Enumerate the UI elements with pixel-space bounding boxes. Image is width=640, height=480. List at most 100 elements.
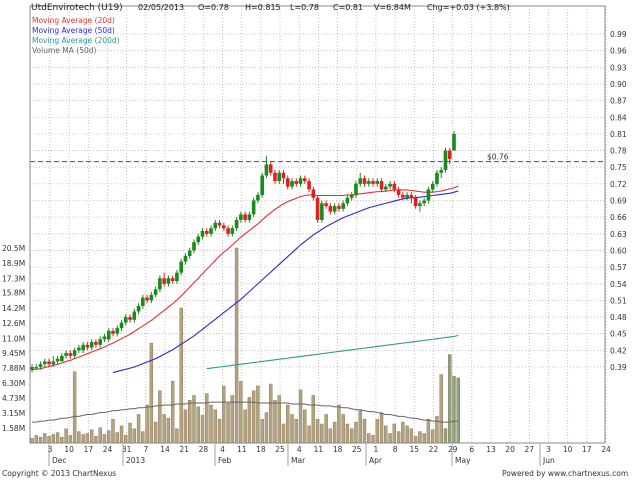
candle-up (422, 197, 426, 207)
volume-tick-label: 17.3M (2, 274, 25, 283)
volume-tick-label: 1.58M (2, 424, 25, 433)
candle-body (362, 178, 367, 184)
volume-tick-label: 9.45M (2, 349, 25, 358)
date-tick-label: 28 (199, 445, 209, 454)
chart-header: UtdEnvirotech (U19) 02/05/2013 O=0.78 H=… (31, 3, 510, 13)
moving-average-lines (31, 185, 459, 374)
volume-bar (392, 423, 397, 444)
candle-body (256, 194, 260, 201)
open-value: O=0.78 (198, 3, 229, 12)
volume-bar (443, 428, 448, 444)
volume-bar (183, 409, 188, 444)
price-tick-label: 0.99 (610, 30, 627, 39)
candle-body (34, 367, 39, 369)
candle-body (30, 367, 34, 370)
date-tick-label: 18 (333, 445, 343, 454)
candle-body (55, 358, 60, 362)
candle-body (187, 250, 192, 256)
price-tick-label: 0.96 (610, 47, 627, 56)
candle-up (439, 167, 444, 179)
date-tick-label: 17 (582, 445, 592, 454)
volume-bar (81, 434, 85, 444)
candle-up (64, 350, 68, 359)
candle-body (47, 361, 51, 365)
ma20-series (31, 185, 459, 371)
candle-body (281, 172, 286, 179)
candle-up (388, 181, 392, 190)
volume-bar (234, 247, 239, 444)
candle-body (405, 194, 409, 198)
candle-body (320, 203, 324, 220)
price-tick-label: 0.45 (610, 330, 627, 339)
volume-bar (413, 436, 418, 444)
month-axis: Dec 2013 Feb Mar Apr May Jun (48, 444, 555, 466)
candle-up (264, 156, 269, 179)
date-tick-label: 22 (429, 445, 439, 454)
candle-up (435, 169, 439, 187)
volume-bar (341, 414, 345, 444)
candle-down (337, 203, 341, 212)
candle-body (132, 311, 137, 320)
candle-body (222, 225, 226, 229)
candle-body (51, 361, 56, 365)
candle-body (166, 278, 171, 284)
date-tick-label: 18 (256, 445, 266, 454)
ma50-series (112, 190, 459, 374)
volume-bar (205, 393, 209, 444)
candle-up (115, 325, 120, 337)
candle-body (273, 172, 277, 182)
volume-tick-label: 6.30M (2, 379, 25, 388)
candle-down (392, 181, 397, 193)
candle-down (311, 186, 316, 201)
volume-tick-label: 11.0M (2, 334, 25, 343)
candle-body (332, 206, 337, 212)
candle-up (153, 286, 158, 298)
candle-up (187, 247, 192, 259)
candle-up (383, 183, 388, 193)
date-axis: 3 10 17 24 31 7 14 21 28 4 11 18 25 4 11 18 25 1 8 15 22 29 6 1… (48, 445, 611, 454)
price-tick-label: 0.57 (610, 263, 627, 272)
price-tick-label: 0.39 (610, 363, 627, 372)
candle-body (447, 150, 452, 159)
volume-bar (303, 409, 307, 444)
price-tick-label: 0.54 (610, 280, 627, 289)
candle-up (320, 200, 324, 223)
volume-bar (320, 423, 324, 444)
candle-body (98, 339, 103, 345)
volume-bar (55, 432, 60, 444)
volume-bar (51, 434, 56, 444)
volume-bar (85, 433, 90, 444)
candle-body (349, 194, 354, 198)
candle-body (102, 336, 107, 340)
date-tick-label: 4 (297, 445, 302, 454)
candle-body (89, 342, 94, 348)
candle-body (379, 181, 384, 190)
candle-body (294, 181, 299, 184)
candle-body (358, 178, 363, 184)
volume-bar (256, 385, 260, 444)
volume-bar (264, 412, 269, 444)
candle-up (119, 319, 124, 331)
candle-body (230, 228, 235, 234)
candle-body (196, 236, 201, 243)
candle-down (379, 178, 384, 193)
date-tick-label: 3 (546, 445, 551, 454)
candle-up (102, 333, 107, 343)
volume-bar (311, 395, 316, 444)
candle-up (136, 303, 141, 315)
candle-down (94, 339, 98, 348)
candle-body (439, 169, 444, 173)
candle-body (345, 197, 350, 204)
candle-body (153, 289, 158, 295)
volume-bar (426, 419, 431, 444)
candle-up (89, 339, 94, 351)
symbol-label: UtdEnvirotech (U19) (31, 3, 123, 13)
volume-bar (68, 435, 73, 444)
volume-bar (251, 390, 256, 444)
price-tick-label: 0.42 (610, 346, 627, 355)
legend-volume-ma50: Volume MA (50d) (32, 46, 96, 55)
volume-bar (89, 429, 94, 444)
candle-up (332, 203, 337, 215)
candle-body (149, 294, 154, 301)
volume-bar (298, 389, 303, 444)
